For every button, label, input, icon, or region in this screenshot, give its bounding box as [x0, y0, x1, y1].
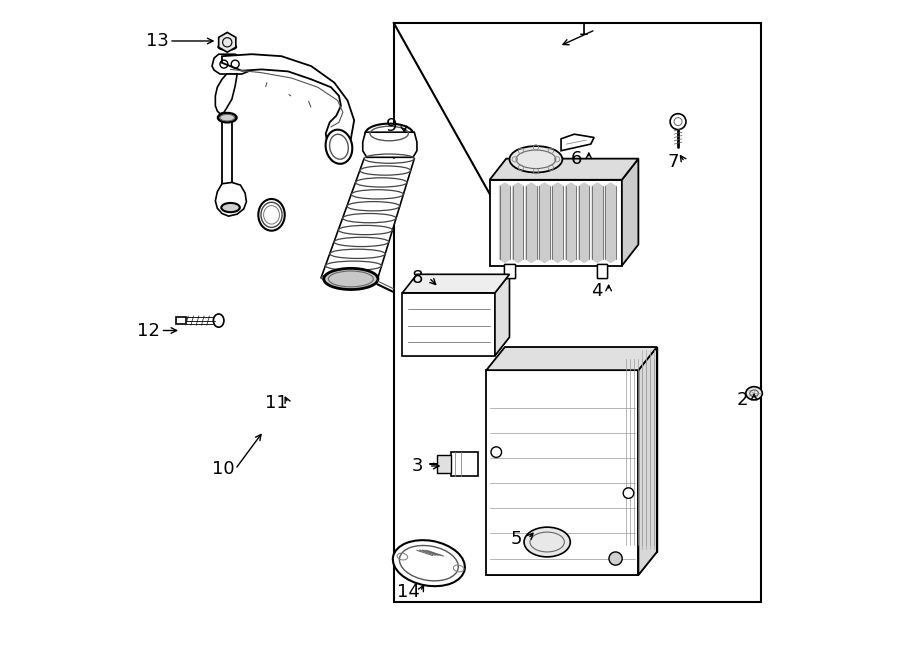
Text: 1: 1 [578, 20, 590, 39]
Polygon shape [579, 183, 590, 262]
Text: 8: 8 [411, 268, 423, 287]
Polygon shape [553, 183, 563, 262]
Polygon shape [597, 264, 608, 278]
Polygon shape [486, 370, 638, 575]
Polygon shape [402, 337, 509, 356]
Polygon shape [622, 159, 638, 266]
Polygon shape [561, 134, 594, 151]
Ellipse shape [509, 146, 562, 173]
Ellipse shape [221, 203, 239, 212]
Polygon shape [490, 180, 622, 266]
Text: 11: 11 [265, 394, 287, 412]
Text: 3: 3 [411, 457, 423, 475]
Polygon shape [505, 347, 657, 552]
Text: 6: 6 [572, 149, 582, 168]
Polygon shape [219, 32, 236, 52]
Text: 5: 5 [510, 529, 522, 548]
Polygon shape [495, 274, 509, 356]
Polygon shape [566, 183, 576, 262]
Text: 4: 4 [591, 282, 602, 300]
Text: 2: 2 [736, 391, 748, 409]
Ellipse shape [218, 113, 237, 122]
Polygon shape [402, 293, 495, 356]
Polygon shape [486, 347, 657, 370]
Polygon shape [490, 159, 638, 180]
Circle shape [670, 114, 686, 130]
Polygon shape [451, 452, 478, 476]
Bar [394, 23, 760, 602]
Polygon shape [486, 552, 657, 575]
Ellipse shape [258, 199, 284, 231]
Ellipse shape [746, 387, 762, 400]
Polygon shape [222, 54, 355, 155]
Polygon shape [500, 183, 510, 262]
Polygon shape [212, 54, 252, 74]
Circle shape [623, 488, 634, 498]
Ellipse shape [392, 540, 465, 586]
Polygon shape [526, 183, 536, 262]
Polygon shape [513, 183, 524, 262]
Polygon shape [504, 264, 515, 278]
Ellipse shape [218, 44, 237, 50]
Polygon shape [436, 455, 451, 473]
Polygon shape [363, 132, 417, 157]
Polygon shape [215, 74, 238, 114]
Polygon shape [606, 183, 616, 262]
Polygon shape [215, 182, 247, 216]
Polygon shape [638, 347, 657, 575]
Text: 10: 10 [212, 460, 235, 479]
Text: 7: 7 [667, 153, 679, 171]
Polygon shape [176, 317, 185, 324]
Polygon shape [592, 183, 603, 262]
Text: 9: 9 [386, 116, 398, 135]
Polygon shape [504, 264, 515, 278]
Circle shape [609, 552, 622, 565]
Text: 12: 12 [137, 321, 160, 340]
Polygon shape [597, 264, 608, 278]
Circle shape [491, 447, 501, 457]
Ellipse shape [524, 527, 571, 557]
Text: 13: 13 [146, 32, 168, 50]
Ellipse shape [324, 268, 378, 290]
Polygon shape [539, 183, 550, 262]
Text: 14: 14 [397, 582, 419, 601]
Ellipse shape [365, 124, 413, 143]
Polygon shape [321, 159, 414, 278]
Polygon shape [402, 274, 509, 293]
Ellipse shape [326, 130, 352, 164]
